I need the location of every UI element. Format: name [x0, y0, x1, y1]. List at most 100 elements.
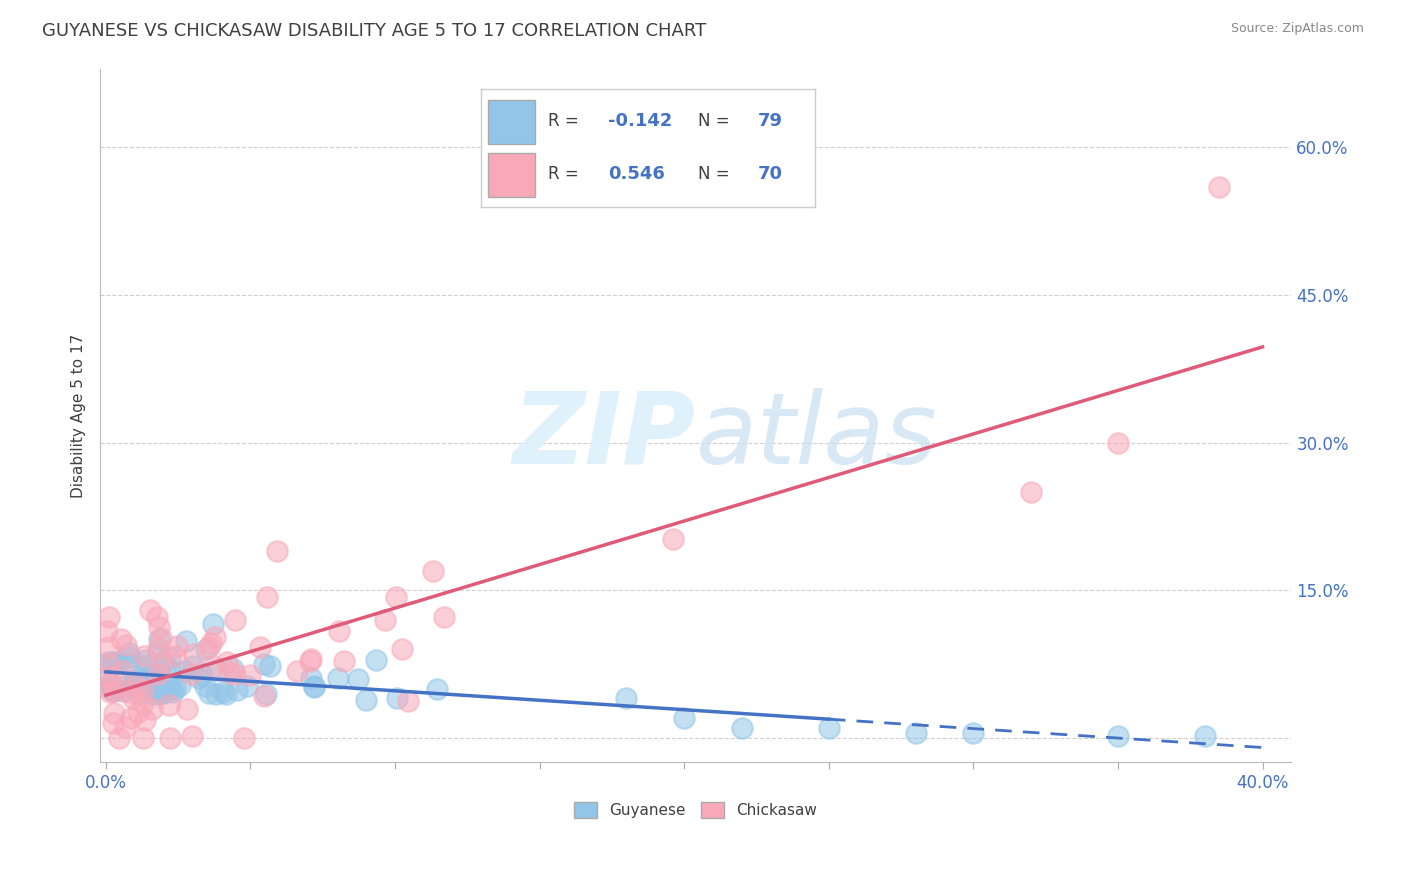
Point	[162, 685, 184, 699]
Point	[103, 706, 125, 720]
Point	[146, 667, 169, 681]
Point	[159, 664, 181, 678]
Point	[193, 679, 215, 693]
Point	[115, 638, 138, 652]
Point	[299, 671, 322, 685]
Point	[962, 726, 984, 740]
Point	[385, 590, 408, 604]
Point	[191, 668, 214, 682]
Point	[426, 682, 449, 697]
Point	[141, 682, 163, 697]
Point	[200, 635, 222, 649]
Point	[145, 675, 167, 690]
Point	[132, 731, 155, 745]
Point	[150, 673, 173, 687]
Point	[904, 726, 927, 740]
Point	[1107, 435, 1129, 450]
Point	[299, 652, 322, 666]
Point	[103, 656, 125, 670]
Point	[141, 687, 163, 701]
Point	[166, 639, 188, 653]
Point	[285, 665, 308, 679]
Point	[98, 609, 121, 624]
Point	[165, 648, 187, 663]
Point	[94, 672, 117, 686]
Point	[122, 675, 145, 690]
Point	[391, 641, 413, 656]
Point	[187, 671, 209, 685]
Point	[110, 632, 132, 647]
Point	[226, 682, 249, 697]
Point	[385, 690, 408, 705]
Point	[173, 664, 195, 678]
Text: GUYANESE VS CHICKASAW DISABILITY AGE 5 TO 17 CORRELATION CHART: GUYANESE VS CHICKASAW DISABILITY AGE 5 T…	[42, 22, 706, 40]
Point	[433, 610, 456, 624]
Point	[150, 670, 173, 684]
Point	[135, 653, 157, 667]
Point	[146, 641, 169, 656]
Point	[101, 679, 124, 693]
Point	[132, 672, 155, 686]
Point	[354, 693, 377, 707]
Point	[817, 721, 839, 735]
Point	[148, 619, 170, 633]
Point	[157, 698, 180, 713]
Point	[122, 680, 145, 694]
Point	[146, 645, 169, 659]
Point	[136, 658, 159, 673]
Point	[114, 678, 136, 692]
Point	[1107, 729, 1129, 743]
Point	[304, 680, 326, 694]
Point	[181, 659, 204, 673]
Point	[346, 672, 368, 686]
Point	[120, 711, 142, 725]
Point	[101, 656, 124, 670]
Point	[118, 684, 141, 698]
Point	[141, 702, 163, 716]
Point	[236, 679, 259, 693]
Point	[97, 657, 120, 671]
Point	[125, 679, 148, 693]
Point	[107, 656, 129, 670]
Point	[153, 655, 176, 669]
Point	[117, 646, 139, 660]
Point	[364, 653, 387, 667]
Point	[1208, 179, 1230, 194]
Point	[183, 647, 205, 661]
Point	[198, 686, 221, 700]
Point	[134, 649, 156, 664]
Text: Source: ZipAtlas.com: Source: ZipAtlas.com	[1230, 22, 1364, 36]
Point	[128, 687, 150, 701]
Point	[239, 668, 262, 682]
Point	[1019, 484, 1042, 499]
Point	[96, 670, 118, 684]
Point	[204, 630, 226, 644]
Point	[205, 687, 228, 701]
Point	[333, 654, 356, 668]
Point	[207, 663, 229, 677]
Point	[422, 565, 444, 579]
Point	[97, 655, 120, 669]
Point	[143, 684, 166, 698]
Point	[198, 640, 221, 654]
Point	[328, 624, 350, 638]
Point	[111, 665, 134, 679]
Point	[253, 657, 276, 671]
Point	[96, 624, 118, 639]
Point	[181, 729, 204, 743]
Point	[150, 655, 173, 669]
Point	[134, 714, 156, 728]
Text: ZIP: ZIP	[513, 388, 696, 484]
Point	[149, 632, 172, 646]
Point	[155, 680, 177, 694]
Point	[127, 676, 149, 690]
Point	[131, 682, 153, 697]
Point	[135, 676, 157, 690]
Point	[326, 671, 349, 685]
Point	[159, 681, 181, 696]
Point	[232, 731, 254, 745]
Point	[115, 657, 138, 672]
Point	[202, 616, 225, 631]
Point	[266, 544, 288, 558]
Point	[148, 687, 170, 701]
